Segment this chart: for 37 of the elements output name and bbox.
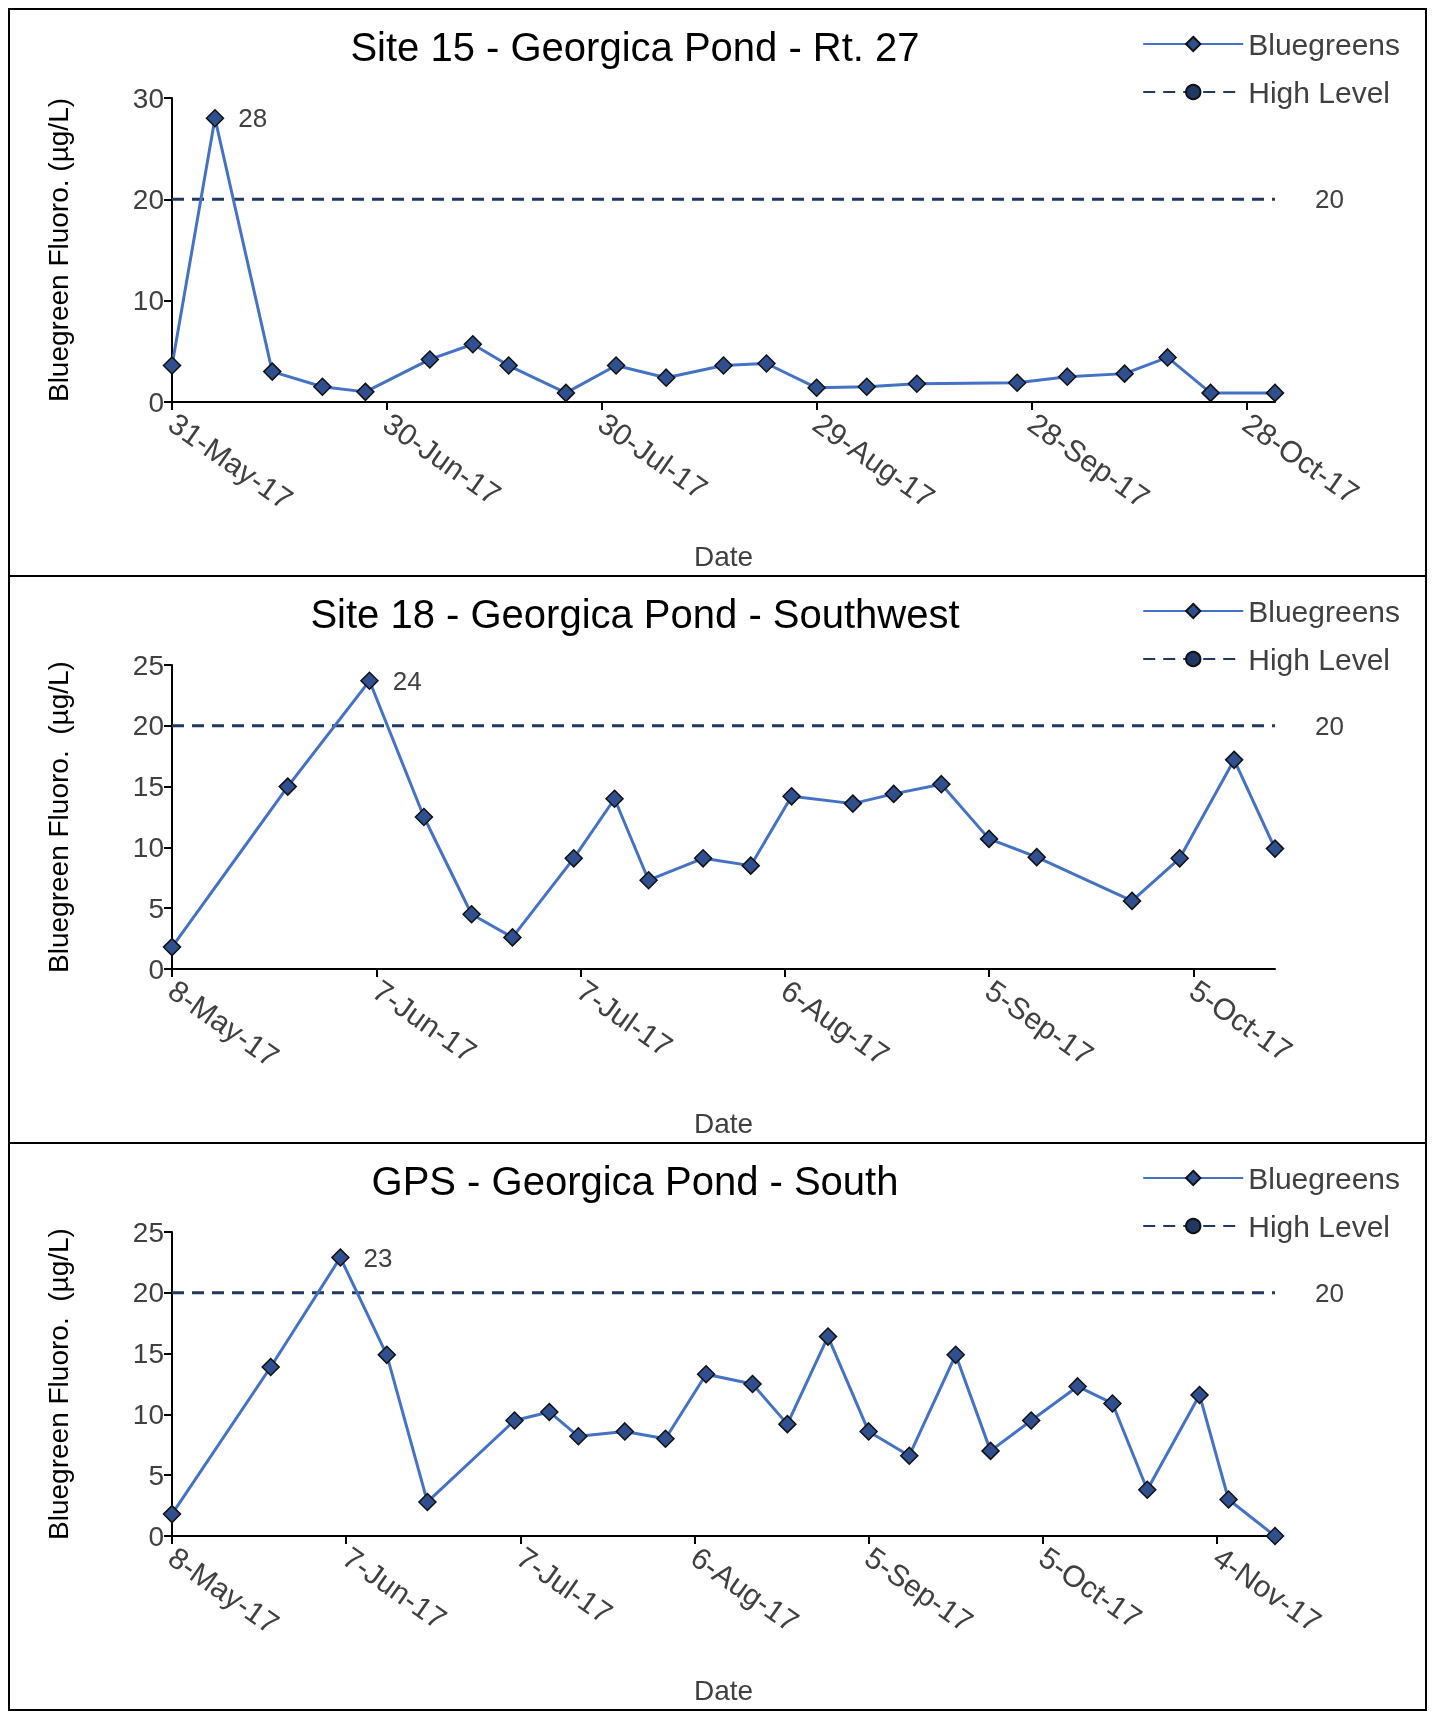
legend-label: Bluegreens [1248, 1161, 1401, 1195]
data-label: 28 [238, 103, 268, 134]
y-tick-label: 10 [132, 831, 164, 863]
chart-title: GPS - Georgica Pond - South [371, 1159, 899, 1203]
chart-title: Site 18 - Georgica Pond - Southwest [310, 592, 960, 636]
legend-label: High Level [1248, 642, 1390, 676]
y-tick-label: 10 [132, 1398, 164, 1430]
y-tick-label: 0 [148, 386, 164, 418]
y-tick-label: 20 [132, 183, 164, 215]
data-label: 24 [392, 665, 422, 696]
legend-label: High Level [1248, 1209, 1390, 1243]
y-tick-label: 15 [132, 771, 164, 803]
y-tick-label: 20 [132, 1277, 164, 1309]
data-label: 20 [1315, 1277, 1344, 1308]
legend-label: High Level [1248, 75, 1390, 109]
data-label: 20 [1315, 184, 1344, 215]
y-tick-label: 25 [132, 649, 164, 681]
y-tick-label: 30 [132, 82, 164, 114]
y-axis-title: Bluegreen Fluoro. (µg/L) [42, 97, 74, 403]
legend-label: Bluegreens [1248, 27, 1401, 61]
y-tick-label: 15 [132, 1338, 164, 1370]
y-tick-label: 5 [148, 1459, 164, 1491]
y-tick-label: 25 [132, 1216, 164, 1248]
y-tick-label: 0 [148, 1520, 164, 1552]
data-label: 23 [363, 1242, 393, 1273]
y-tick-label: 0 [148, 953, 164, 985]
x-axis-title: Date [693, 1674, 754, 1706]
y-tick-label: 5 [148, 892, 164, 924]
y-axis-title: Bluegreen Fluoro. (µg/L) [42, 661, 74, 973]
x-axis-title: Date [693, 540, 754, 572]
data-label: 20 [1315, 710, 1344, 741]
legend-label: Bluegreens [1248, 594, 1401, 628]
y-tick-label: 10 [132, 285, 164, 317]
x-axis-title: Date [693, 1107, 754, 1139]
chart-title: Site 15 - Georgica Pond - Rt. 27 [350, 25, 920, 69]
y-axis-title: Bluegreen Fluoro. (µg/L) [42, 1228, 74, 1540]
y-tick-label: 20 [132, 710, 164, 742]
